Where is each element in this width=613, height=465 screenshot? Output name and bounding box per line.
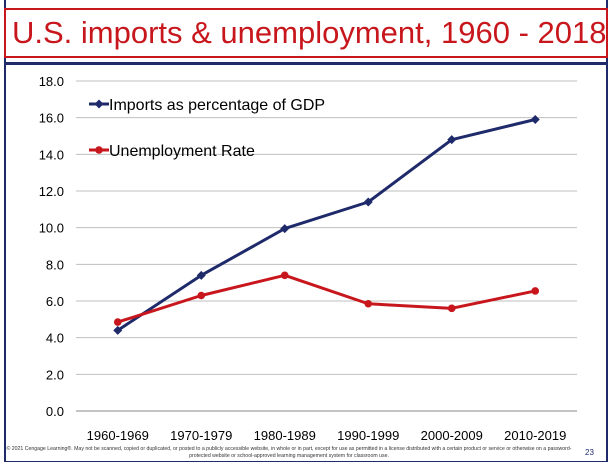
x-tick-label: 2000-2009 [421,428,483,443]
legend-label: Unemployment Rate [109,143,255,160]
y-tick-label: 0.0 [46,404,64,419]
data-point-marker [196,270,206,280]
data-point-marker [447,304,456,313]
legend-label: Imports as percentage of GDP [109,97,325,114]
y-tick-label: 14.0 [39,147,64,162]
data-point-marker [280,224,290,234]
data-point-marker [447,135,457,145]
y-tick-label: 8.0 [46,257,64,272]
data-point-marker [531,287,540,295]
legend: Imports as percentage of GDP Unemployment… [89,97,325,160]
y-tick-label: 16.0 [39,111,64,126]
y-tick-label: 18.0 [39,74,64,89]
x-axis-ticks: 1960-1969 1970-1979 1980-1989 1990-1999 2000… [87,428,567,443]
data-point-marker [364,299,373,308]
gridlines [76,80,577,412]
page-title: U.S. imports & unemployment, 1960 - 2018 [12,15,607,50]
x-tick-label: 2010-2019 [504,428,566,443]
y-tick-label: 10.0 [39,221,64,236]
legend-marker [94,99,104,109]
data-point-marker [197,291,206,300]
series-line [117,273,536,324]
x-tick-label: 1990-1999 [337,428,399,443]
copyright-footer: © 2021 Cengage Learning®. May not be sca… [6,446,572,459]
x-tick-label: 1960-1969 [87,428,149,443]
y-tick-label: 6.0 [46,294,64,309]
series-line [116,118,536,332]
data-point-marker [363,197,373,207]
data-point-marker [530,115,540,124]
legend-marker [95,146,103,154]
x-tick-label: 1980-1989 [254,428,316,443]
slide-frame [4,0,608,462]
y-tick-label: 12.0 [39,184,64,199]
series-lines [113,115,540,335]
y-axis-ticks: 0.0 2.0 4.0 6.0 8.0 10.0 12.0 14.0 16.0 18.0 [39,74,64,419]
data-point-marker [113,318,122,326]
data-point-marker [113,325,123,335]
data-point-marker [280,271,289,280]
title-divider [4,62,608,65]
y-tick-label: 2.0 [46,367,64,382]
title-box: U.S. imports & unemployment, 1960 - 2018 [4,8,608,58]
y-tick-label: 4.0 [46,331,64,346]
page-number: 23 [585,448,594,457]
x-tick-label: 1970-1979 [170,428,232,443]
